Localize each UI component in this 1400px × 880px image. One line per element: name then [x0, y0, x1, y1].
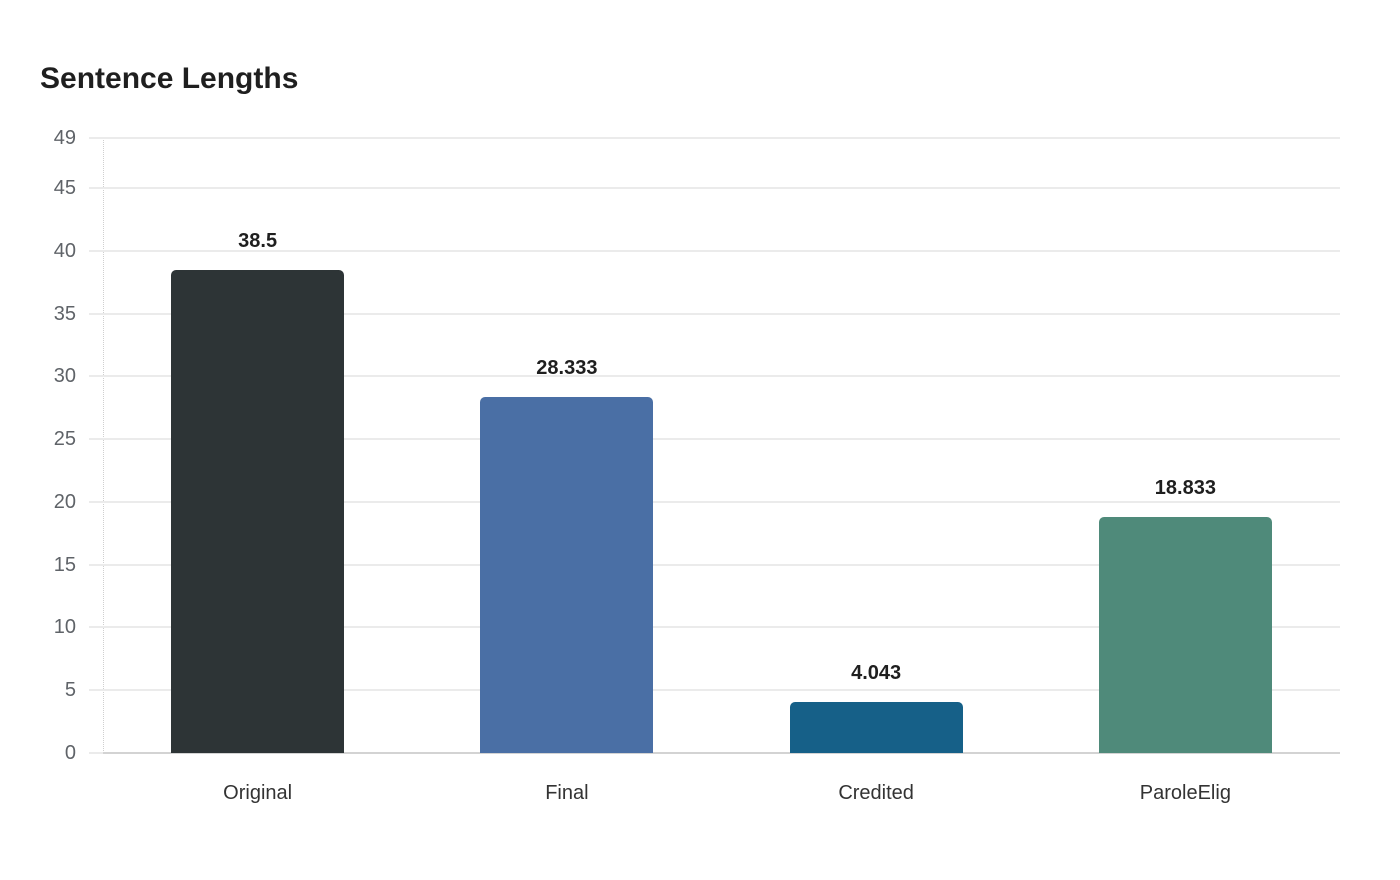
y-tick-label: 0 [64, 742, 76, 764]
gridline [89, 626, 1340, 629]
y-tick-label: 5 [64, 679, 76, 702]
bar-value-label: 38.5 [238, 229, 278, 252]
bar-paroleelig[interactable] [1098, 516, 1272, 753]
bar-value-label: 28.333 [536, 357, 598, 380]
gridline [89, 563, 1340, 566]
gridline-tick [89, 752, 103, 754]
y-tick-label: 10 [53, 616, 76, 639]
y-tick-label: 35 [53, 302, 76, 325]
gridline [89, 689, 1340, 692]
x-tick-label: Final [545, 782, 589, 804]
x-axis-line [103, 752, 1340, 754]
gridline [89, 438, 1340, 441]
gridline [89, 249, 1340, 252]
x-tick-label: Credited [838, 782, 914, 804]
y-tick-label: 15 [53, 553, 76, 576]
bar-credited[interactable] [789, 702, 963, 753]
y-tick-label: 45 [53, 177, 76, 200]
gridline [89, 137, 1340, 139]
bar-value-label: 4.043 [851, 662, 902, 685]
bar-original[interactable] [171, 269, 345, 753]
y-tick-label: 20 [53, 490, 76, 513]
x-tick-label: Original [223, 782, 293, 804]
chart-title: Sentence Lengths [40, 62, 299, 95]
plot-area: 38.5 28.333 4.043 18.833 [89, 137, 1340, 754]
y-tick-label: 30 [53, 365, 76, 388]
gridline [89, 312, 1340, 315]
y-tick-label: 40 [53, 239, 76, 262]
x-tick-label: ParoleElig [1139, 782, 1231, 804]
gridline [89, 500, 1340, 503]
y-tick-label: 25 [53, 428, 76, 451]
gridline [89, 187, 1340, 190]
y-tick-label: 49 [53, 127, 76, 149]
bar-final[interactable] [480, 397, 654, 753]
bar-value-label: 18.833 [1154, 476, 1216, 499]
y-axis-line [103, 138, 104, 753]
gridline [89, 375, 1340, 378]
